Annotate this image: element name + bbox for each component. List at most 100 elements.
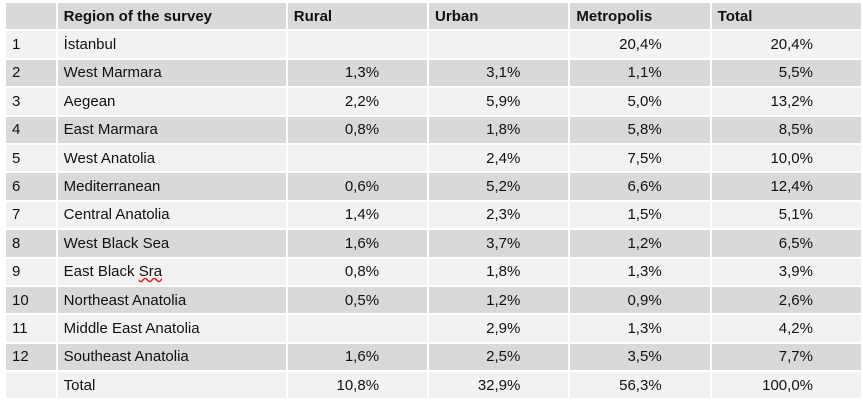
table-cell: Southeast Anatolia <box>57 343 286 371</box>
cell-text: 8 <box>12 234 21 252</box>
table-cell: 2,9% <box>429 315 569 342</box>
table-cell <box>287 315 428 342</box>
table-cell: 12 <box>6 343 56 371</box>
header-cell <box>6 3 56 30</box>
cell-text: 3,5% <box>627 348 662 366</box>
cell-text: 1,2% <box>627 234 662 252</box>
table-cell: 2 <box>6 59 56 87</box>
table-cell: East Marmara <box>57 116 286 143</box>
table-cell: 1,2% <box>570 230 710 257</box>
table-cell: 0,8% <box>287 258 428 285</box>
table-cell: 1,6% <box>287 343 428 371</box>
cell-text: 32,9% <box>477 376 521 394</box>
cell-text: 7 <box>12 206 21 224</box>
cell-text: 2,5% <box>486 348 521 366</box>
table-cell: 5 <box>6 144 56 172</box>
cell-text: 9 <box>12 263 21 281</box>
cell-text: 0,6% <box>344 178 380 196</box>
table-cell: 1,5% <box>570 201 710 229</box>
cell-text: 2,3% <box>486 206 521 224</box>
cell-text: 2,9% <box>486 319 521 337</box>
table-cell: 1,4% <box>287 201 428 229</box>
table-row: 4 East Marmara 0,8% 1,8% 5,8% 8,5% <box>6 116 861 143</box>
cell-text: Mediterranean <box>63 178 161 196</box>
table-cell <box>287 144 428 172</box>
cell-text: Metropolis <box>576 7 653 25</box>
table-cell: 6,5% <box>711 230 861 257</box>
table-cell: 2,5% <box>429 343 569 371</box>
cell-text: 1,2% <box>486 291 521 309</box>
cell-text: 5,2% <box>486 178 521 196</box>
table-cell: 3 <box>6 88 56 115</box>
spell-mark: Sra <box>138 263 163 281</box>
table-cell: 3,5% <box>570 343 710 371</box>
table-cell <box>287 31 428 58</box>
table-cell: Northeast Anatolia <box>57 286 286 314</box>
cell-text: 13,2% <box>770 92 813 110</box>
header-cell: Urban <box>429 3 569 30</box>
table-cell: 9 <box>6 258 56 285</box>
cell-text: Central Anatolia <box>63 206 170 224</box>
table-cell: 2,2% <box>287 88 428 115</box>
cell-text: Urban <box>435 7 479 25</box>
table-cell: 7,7% <box>711 343 861 371</box>
table-cell: 56,3% <box>570 372 710 399</box>
cell-text: 5,8% <box>627 121 662 139</box>
cell-text: 1,8% <box>486 263 521 281</box>
table-cell: 3,7% <box>429 230 569 257</box>
cell-text: 3,9% <box>778 263 813 281</box>
cell-text: Total <box>717 7 753 25</box>
cell-text: 1,6% <box>344 348 380 366</box>
table-cell: 1,3% <box>570 315 710 342</box>
cell-text: 100,0% <box>762 376 813 394</box>
table-row: 8 West Black Sea 1,6% 3,7% 1,2% 6,5% <box>6 230 861 257</box>
cell-text: 0,8% <box>344 121 380 139</box>
cell-text: 1,4% <box>344 206 380 224</box>
table-cell: 5,1% <box>711 201 861 229</box>
table-cell: 5,5% <box>711 59 861 87</box>
table-cell: 7 <box>6 201 56 229</box>
cell-text: 2 <box>12 64 21 82</box>
table-cell: 20,4% <box>570 31 710 58</box>
cell-text: İstanbul <box>63 36 117 54</box>
table-cell: 0,9% <box>570 286 710 314</box>
cell-text: Southeast Anatolia <box>63 348 189 366</box>
cell-text: 1,1% <box>627 64 662 82</box>
table-row: 9 East Black Sra 0,8% 1,8% 1,3% 3,9% <box>6 258 861 285</box>
cell-text: 1,3% <box>627 319 662 337</box>
cell-text: 3,7% <box>486 234 521 252</box>
table-cell: 5,8% <box>570 116 710 143</box>
header-cell: Rural <box>287 3 428 30</box>
table-cell: West Black Sea <box>57 230 286 257</box>
cell-text: 6 <box>12 178 21 196</box>
table-cell: Central Anatolia <box>57 201 286 229</box>
cell-text: West Black Sea <box>63 234 170 252</box>
table-cell: 8 <box>6 230 56 257</box>
table-cell <box>6 372 56 399</box>
table-cell: 2,3% <box>429 201 569 229</box>
cell-text: Rural <box>293 7 333 25</box>
cell-text: 11 <box>12 319 28 337</box>
cell-text: Aegean <box>63 92 116 110</box>
table-cell: 5,9% <box>429 88 569 115</box>
table-cell: 8,5% <box>711 116 861 143</box>
table-cell: 5,0% <box>570 88 710 115</box>
table-cell: İstanbul <box>57 31 286 58</box>
table-cell: 1,8% <box>429 258 569 285</box>
cell-text: 20,4% <box>619 36 662 54</box>
table-row: 7 Central Anatolia 1,4% 2,3% 1,5% 5,1% <box>6 201 861 229</box>
cell-text: 5,9% <box>486 92 521 110</box>
cell-text: 10,8% <box>336 376 380 394</box>
table-row: 3 Aegean 2,2% 5,9% 5,0% 13,2% <box>6 88 861 115</box>
table-row: Total 10,8% 32,9% 56,3% 100,0% <box>6 372 861 399</box>
cell-text: 0,9% <box>627 291 662 309</box>
cell-text: 5,1% <box>778 206 813 224</box>
table-cell: 2,6% <box>711 286 861 314</box>
table-cell <box>429 31 569 58</box>
cell-text: 1,8% <box>486 121 521 139</box>
cell-text: 7,5% <box>627 149 662 167</box>
table-cell: 0,6% <box>287 173 428 200</box>
cell-text: West Anatolia <box>63 149 156 167</box>
cell-text: 1,3% <box>627 263 662 281</box>
